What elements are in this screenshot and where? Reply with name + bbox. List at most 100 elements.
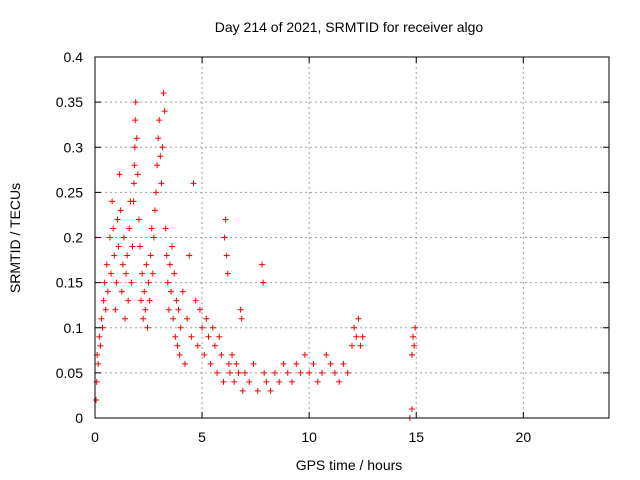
data-point-marker (222, 216, 229, 223)
data-point-marker (103, 261, 110, 268)
data-point-marker (238, 315, 245, 322)
data-point-marker (136, 243, 143, 250)
data-point-marker (239, 387, 246, 394)
data-point-marker (145, 279, 152, 286)
data-point-marker (175, 306, 182, 313)
data-point-marker (100, 297, 107, 304)
x-axis-label: GPS time / hours (296, 457, 403, 473)
data-point-marker (220, 378, 227, 385)
data-point-marker (336, 378, 343, 385)
data-point-marker (233, 360, 240, 367)
data-point-marker (306, 369, 313, 376)
data-point-marker (211, 342, 218, 349)
data-point-marker (357, 342, 364, 349)
data-point-marker (209, 324, 216, 331)
data-point-marker (170, 315, 177, 322)
data-point-marker (101, 279, 108, 286)
data-point-marker (267, 387, 274, 394)
data-point-marker (96, 333, 103, 340)
data-point-marker (149, 270, 156, 277)
y-tick-label: 0 (75, 410, 83, 426)
y-tick-label: 0.05 (56, 365, 83, 381)
data-point-marker (98, 315, 105, 322)
data-point-marker (237, 306, 244, 313)
data-point-marker (205, 333, 212, 340)
data-point-marker (142, 306, 149, 313)
data-point-marker (349, 342, 355, 349)
data-point-marker (93, 396, 100, 403)
data-point-marker (188, 333, 195, 340)
data-point-marker (110, 225, 117, 232)
data-point-marker (314, 378, 321, 385)
data-point-marker (184, 315, 191, 322)
data-point-marker (117, 207, 124, 214)
data-point-marker (162, 225, 169, 232)
data-point-marker (196, 306, 203, 313)
data-point-marker (271, 369, 278, 376)
data-point-marker (155, 135, 162, 142)
data-point-marker (157, 153, 164, 160)
axis-ticks: 0 5 10 15 20 0 0.05 0.1 0.15 0.2 0.25 0.3 0.35 0.4 (56, 49, 609, 445)
data-point-marker (344, 369, 351, 376)
data-point-marker (214, 369, 221, 376)
data-point-marker (174, 342, 181, 349)
data-point-marker (411, 342, 418, 349)
data-point-marker (131, 162, 138, 169)
data-point-marker (125, 297, 132, 304)
data-point-marker (143, 261, 150, 268)
data-point-marker (263, 378, 270, 385)
data-point-marker (97, 342, 104, 349)
data-point-marker (181, 360, 188, 367)
data-point-marker (132, 117, 139, 124)
data-point-marker (310, 360, 317, 367)
data-point-marker (199, 324, 206, 331)
data-point-marker (203, 315, 210, 322)
x-tick-label: 0 (91, 429, 99, 445)
data-point-marker (128, 279, 135, 286)
data-point-marker (130, 198, 137, 205)
data-point-marker (146, 297, 153, 304)
grid-lines (95, 57, 609, 418)
data-point-marker (164, 279, 171, 286)
data-point-marker (224, 270, 231, 277)
data-point-marker (276, 378, 283, 385)
data-point-marker (297, 369, 304, 376)
data-point-marker (132, 99, 139, 106)
data-point-marker (229, 351, 236, 358)
data-point-marker (331, 369, 338, 376)
data-point-marker (231, 378, 238, 385)
data-points (93, 90, 419, 421)
data-point-marker (114, 216, 121, 223)
data-point-marker (353, 333, 360, 340)
data-point-marker (102, 306, 109, 313)
data-point-marker (254, 387, 261, 394)
x-tick-label: 5 (198, 429, 206, 445)
data-point-marker (301, 351, 308, 358)
data-point-marker (133, 135, 140, 142)
data-point-marker (179, 288, 186, 295)
data-point-marker (134, 171, 141, 178)
data-point-marker (260, 279, 267, 286)
data-point-marker (172, 333, 179, 340)
data-point-marker (408, 405, 415, 412)
data-point-marker (171, 270, 178, 277)
data-point-marker (141, 288, 148, 295)
data-point-marker (118, 288, 125, 295)
data-point-marker (221, 234, 228, 241)
data-point-marker (169, 243, 176, 250)
y-tick-label: 0.3 (64, 139, 84, 155)
data-point-marker (359, 333, 366, 340)
data-point-marker (158, 180, 165, 187)
data-point-marker (351, 324, 358, 331)
data-point-marker (246, 378, 253, 385)
data-point-marker (120, 234, 127, 241)
data-point-marker (165, 306, 172, 313)
data-point-marker (235, 369, 242, 376)
data-point-marker (148, 225, 155, 232)
y-tick-label: 0.1 (64, 320, 84, 336)
data-point-marker (166, 261, 173, 268)
data-point-marker (259, 261, 266, 268)
data-point-marker (163, 252, 170, 259)
data-point-marker (226, 369, 233, 376)
